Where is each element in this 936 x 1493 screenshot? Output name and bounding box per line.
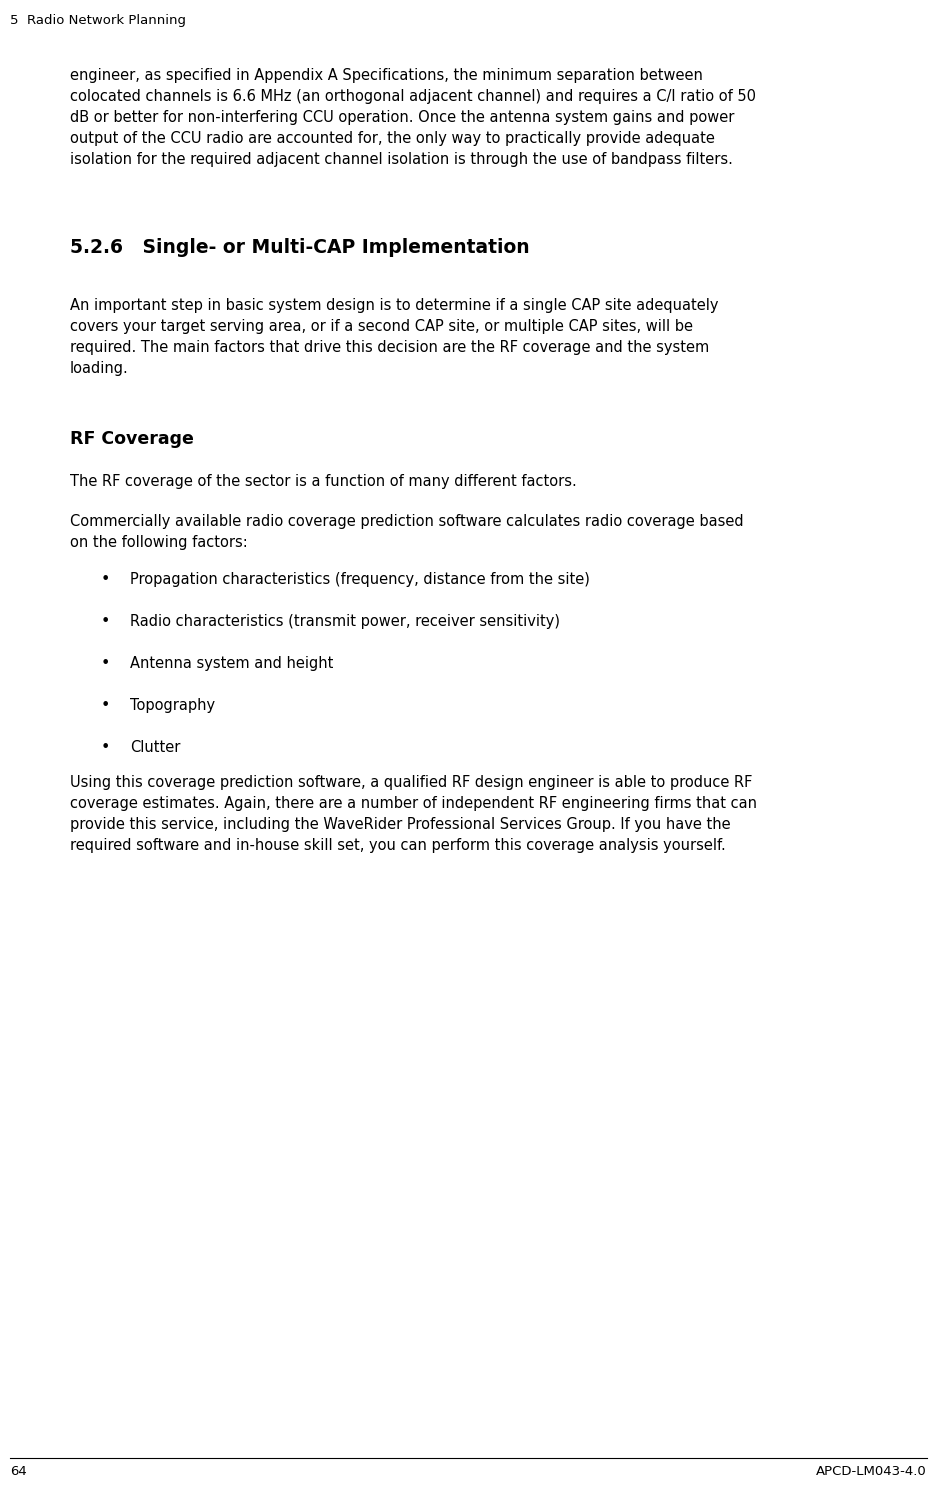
Text: Radio characteristics (transmit power, receiver sensitivity): Radio characteristics (transmit power, r… [130,614,560,629]
Text: APCD-LM043-4.0: APCD-LM043-4.0 [815,1465,926,1478]
Text: An important step in basic system design is to determine if a single CAP site ad: An important step in basic system design… [70,299,718,376]
Text: Clutter: Clutter [130,741,181,755]
Text: The RF coverage of the sector is a function of many different factors.: The RF coverage of the sector is a funct… [70,473,577,490]
Text: RF Coverage: RF Coverage [70,430,194,448]
Text: Antenna system and height: Antenna system and height [130,655,333,670]
Text: •: • [100,699,110,714]
Text: •: • [100,572,110,587]
Text: •: • [100,741,110,755]
Text: 5  Radio Network Planning: 5 Radio Network Planning [10,13,186,27]
Text: 5.2.6   Single- or Multi-CAP Implementation: 5.2.6 Single- or Multi-CAP Implementatio… [70,237,529,257]
Text: Using this coverage prediction software, a qualified RF design engineer is able : Using this coverage prediction software,… [70,775,756,853]
Text: Commercially available radio coverage prediction software calculates radio cover: Commercially available radio coverage pr… [70,514,743,549]
Text: Propagation characteristics (frequency, distance from the site): Propagation characteristics (frequency, … [130,572,590,587]
Text: Topography: Topography [130,699,215,714]
Text: •: • [100,655,110,670]
Text: •: • [100,614,110,629]
Text: engineer, as specified in Appendix A Specifications, the minimum separation betw: engineer, as specified in Appendix A Spe… [70,69,755,167]
Text: 64: 64 [10,1465,27,1478]
